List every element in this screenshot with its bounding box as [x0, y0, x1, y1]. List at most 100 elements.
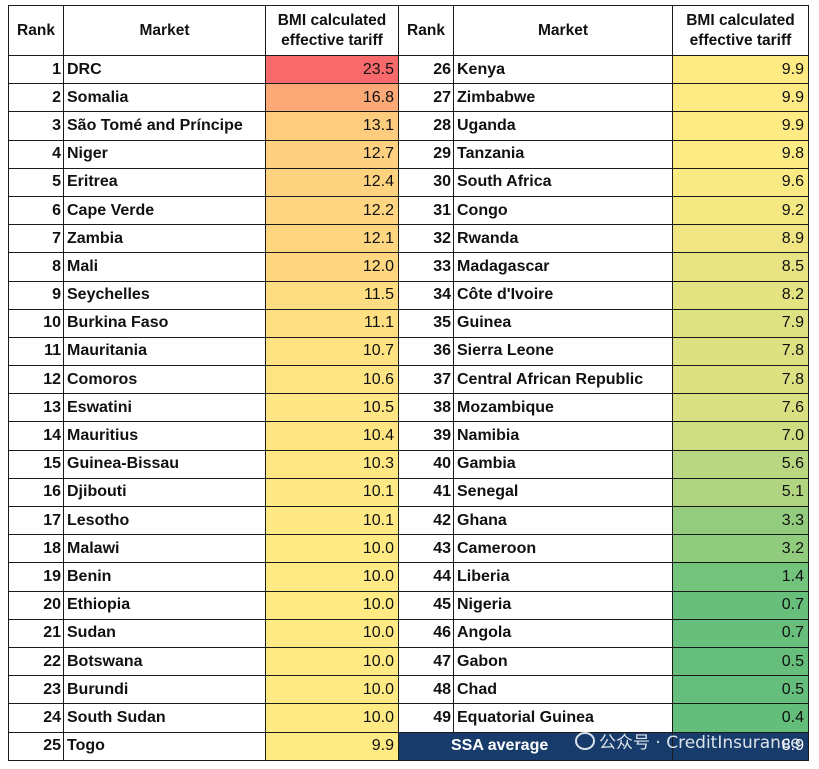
- rank-cell: 18: [9, 535, 64, 563]
- market-cell: Namibia: [454, 422, 673, 450]
- market-cell: Burundi: [64, 676, 266, 704]
- market-cell: Burkina Faso: [64, 309, 266, 337]
- market-cell: Eritrea: [64, 168, 266, 196]
- rank-cell: 1: [9, 56, 64, 84]
- rank-cell: 35: [399, 309, 454, 337]
- market-cell: Eswatini: [64, 394, 266, 422]
- tariff-cell: 12.4: [266, 168, 399, 196]
- market-cell: Zambia: [64, 225, 266, 253]
- market-cell: Liberia: [454, 563, 673, 591]
- rank-cell: 29: [399, 140, 454, 168]
- rank-cell: 14: [9, 422, 64, 450]
- tariff-cell: 5.1: [673, 478, 809, 506]
- tariff-cell: 7.9: [673, 309, 809, 337]
- market-cell: Mauritania: [64, 337, 266, 365]
- rank-cell: 48: [399, 676, 454, 704]
- tariff-cell: 10.0: [266, 535, 399, 563]
- rank-cell: 11: [9, 337, 64, 365]
- table-row: 23 Burundi 10.0 48 Chad 0.5: [9, 676, 809, 704]
- market-cell: Djibouti: [64, 478, 266, 506]
- tariff-cell: 1.4: [673, 563, 809, 591]
- rank-cell: 42: [399, 507, 454, 535]
- rank-cell: 4: [9, 140, 64, 168]
- rank-cell: 36: [399, 337, 454, 365]
- table-row: 21 Sudan 10.0 46 Angola 0.7: [9, 619, 809, 647]
- tariff-header-line2: effective tariff: [266, 31, 398, 51]
- market-cell: Central African Republic: [454, 366, 673, 394]
- market-cell: Botswana: [64, 647, 266, 675]
- table-row: 11 Mauritania 10.7 36 Sierra Leone 7.8: [9, 337, 809, 365]
- market-cell: Togo: [64, 732, 266, 760]
- tariff-cell: 8.9: [673, 225, 809, 253]
- tariff-cell: 10.0: [266, 704, 399, 732]
- market-cell: Angola: [454, 619, 673, 647]
- tariff-cell: 13.1: [266, 112, 399, 140]
- tariff-cell: 0.7: [673, 619, 809, 647]
- rank-cell: 20: [9, 591, 64, 619]
- ssa-average-value: 8.9: [673, 732, 809, 760]
- market-cell: Kenya: [454, 56, 673, 84]
- table-row: 5 Eritrea 12.4 30 South Africa 9.6: [9, 168, 809, 196]
- tariff-cell: 7.8: [673, 337, 809, 365]
- table-row: 10 Burkina Faso 11.1 35 Guinea 7.9: [9, 309, 809, 337]
- rank-cell: 2: [9, 84, 64, 112]
- rank-cell: 39: [399, 422, 454, 450]
- rank-cell: 25: [9, 732, 64, 760]
- market-cell: Seychelles: [64, 281, 266, 309]
- market-cell: Senegal: [454, 478, 673, 506]
- market-cell: Sudan: [64, 619, 266, 647]
- market-cell: Nigeria: [454, 591, 673, 619]
- rank-cell: 37: [399, 366, 454, 394]
- table-row: 20 Ethiopia 10.0 45 Nigeria 0.7: [9, 591, 809, 619]
- tariff-table: Rank Market BMI calculated effective tar…: [8, 5, 809, 761]
- rank-header-left: Rank: [9, 6, 64, 56]
- tariff-cell: 9.9: [673, 84, 809, 112]
- market-cell: Mozambique: [454, 394, 673, 422]
- table-row: 17 Lesotho 10.1 42 Ghana 3.3: [9, 507, 809, 535]
- tariff-cell: 8.2: [673, 281, 809, 309]
- rank-cell: 10: [9, 309, 64, 337]
- tariff-cell: 11.5: [266, 281, 399, 309]
- tariff-cell: 10.0: [266, 563, 399, 591]
- table-row: 3 São Tomé and Príncipe 13.1 28 Uganda 9.9: [9, 112, 809, 140]
- rank-cell: 26: [399, 56, 454, 84]
- rank-cell: 19: [9, 563, 64, 591]
- rank-cell: 17: [9, 507, 64, 535]
- market-cell: Sierra Leone: [454, 337, 673, 365]
- tariff-cell: 16.8: [266, 84, 399, 112]
- tariff-cell: 10.4: [266, 422, 399, 450]
- table-row: 15 Guinea-Bissau 10.3 40 Gambia 5.6: [9, 450, 809, 478]
- tariff-cell: 3.2: [673, 535, 809, 563]
- rank-cell: 6: [9, 196, 64, 224]
- tariff-cell: 8.5: [673, 253, 809, 281]
- rank-cell: 9: [9, 281, 64, 309]
- market-cell: Chad: [454, 676, 673, 704]
- tariff-cell: 9.6: [673, 168, 809, 196]
- tariff-cell: 9.9: [266, 732, 399, 760]
- market-cell: Ghana: [454, 507, 673, 535]
- rank-cell: 41: [399, 478, 454, 506]
- table-row: 1 DRC 23.5 26 Kenya 9.9: [9, 56, 809, 84]
- table-row: 14 Mauritius 10.4 39 Namibia 7.0: [9, 422, 809, 450]
- tariff-header-left: BMI calculated effective tariff: [266, 6, 399, 56]
- tariff-cell: 7.6: [673, 394, 809, 422]
- tariff-cell: 3.3: [673, 507, 809, 535]
- table-row: 24 South Sudan 10.0 49 Equatorial Guinea 0.4: [9, 704, 809, 732]
- market-cell: South Africa: [454, 168, 673, 196]
- tariff-cell: 9.2: [673, 196, 809, 224]
- market-cell: Benin: [64, 563, 266, 591]
- market-cell: Malawi: [64, 535, 266, 563]
- tariff-cell: 10.6: [266, 366, 399, 394]
- rank-cell: 47: [399, 647, 454, 675]
- market-cell: São Tomé and Príncipe: [64, 112, 266, 140]
- rank-cell: 31: [399, 196, 454, 224]
- rank-cell: 5: [9, 168, 64, 196]
- tariff-cell: 9.9: [673, 56, 809, 84]
- rank-cell: 34: [399, 281, 454, 309]
- tariff-cell: 9.8: [673, 140, 809, 168]
- market-cell: Mali: [64, 253, 266, 281]
- tariff-header-line1: BMI calculated: [673, 11, 808, 31]
- tariff-header-right: BMI calculated effective tariff: [673, 6, 809, 56]
- market-cell: Comoros: [64, 366, 266, 394]
- market-cell: Gambia: [454, 450, 673, 478]
